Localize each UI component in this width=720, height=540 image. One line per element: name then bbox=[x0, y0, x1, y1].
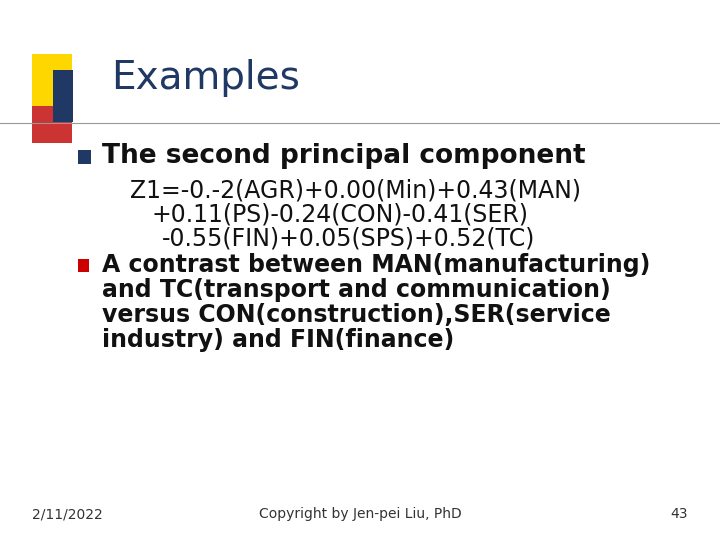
Text: and TC(transport and communication): and TC(transport and communication) bbox=[102, 278, 611, 302]
FancyBboxPatch shape bbox=[32, 106, 72, 143]
Text: Z1=-0.-2(AGR)+0.00(Min)+0.43(MAN): Z1=-0.-2(AGR)+0.00(Min)+0.43(MAN) bbox=[130, 178, 580, 202]
Text: versus CON(construction),SER(service: versus CON(construction),SER(service bbox=[102, 303, 611, 327]
Text: 2/11/2022: 2/11/2022 bbox=[32, 507, 103, 521]
Text: +0.11(PS)-0.24(CON)-0.41(SER): +0.11(PS)-0.24(CON)-0.41(SER) bbox=[151, 202, 528, 226]
Text: -0.55(FIN)+0.05(SPS)+0.52(TC): -0.55(FIN)+0.05(SPS)+0.52(TC) bbox=[162, 227, 536, 251]
Text: industry) and FIN(finance): industry) and FIN(finance) bbox=[102, 328, 454, 352]
Text: 43: 43 bbox=[670, 507, 688, 521]
FancyBboxPatch shape bbox=[32, 54, 72, 108]
Text: Examples: Examples bbox=[112, 59, 300, 97]
Text: The second principal component: The second principal component bbox=[102, 143, 586, 168]
FancyBboxPatch shape bbox=[78, 150, 91, 164]
Text: Copyright by Jen-pei Liu, PhD: Copyright by Jen-pei Liu, PhD bbox=[258, 507, 462, 521]
Text: A contrast between MAN(manufacturing): A contrast between MAN(manufacturing) bbox=[102, 253, 651, 277]
FancyBboxPatch shape bbox=[78, 259, 89, 272]
FancyBboxPatch shape bbox=[53, 70, 73, 122]
